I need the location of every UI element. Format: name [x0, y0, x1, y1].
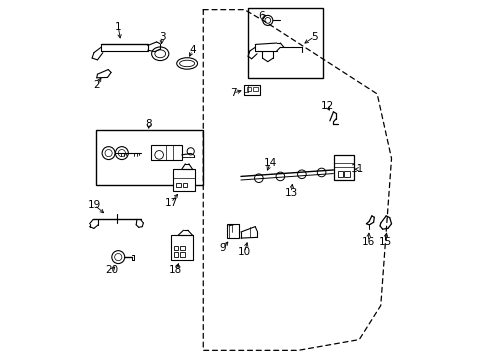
Text: 5: 5: [310, 32, 317, 41]
Bar: [174, 246, 178, 250]
Ellipse shape: [176, 58, 197, 69]
Text: 19: 19: [88, 200, 101, 210]
Text: 1: 1: [115, 22, 122, 32]
Bar: [171, 235, 193, 260]
Bar: [174, 252, 178, 257]
Text: 2: 2: [93, 80, 100, 90]
Bar: [151, 145, 182, 159]
Bar: [246, 87, 251, 91]
Text: 8: 8: [145, 120, 152, 129]
Text: 6: 6: [258, 11, 264, 21]
Text: 16: 16: [361, 237, 374, 247]
Bar: [173, 169, 195, 191]
Bar: [227, 224, 238, 238]
Bar: [180, 246, 184, 250]
Bar: [344, 171, 349, 177]
Ellipse shape: [155, 50, 165, 58]
Text: 17: 17: [164, 198, 177, 208]
Bar: [337, 171, 343, 177]
Text: 3: 3: [159, 32, 165, 41]
Bar: [244, 85, 259, 95]
Ellipse shape: [151, 47, 168, 60]
Bar: [183, 183, 187, 187]
Text: 18: 18: [169, 265, 182, 275]
Ellipse shape: [179, 60, 194, 67]
Bar: [180, 252, 184, 257]
Bar: [96, 130, 203, 185]
Text: 4: 4: [189, 45, 195, 55]
Text: 13: 13: [284, 188, 297, 198]
Text: 15: 15: [378, 237, 391, 247]
Bar: [253, 87, 257, 91]
Text: 9: 9: [219, 243, 226, 253]
Text: 12: 12: [320, 101, 333, 111]
Text: 14: 14: [263, 158, 276, 168]
Text: 10: 10: [238, 247, 250, 257]
Text: 7: 7: [229, 88, 236, 98]
Bar: [247, 8, 323, 78]
Bar: [176, 183, 180, 187]
Bar: [333, 155, 353, 180]
Text: 20: 20: [105, 265, 118, 275]
Text: 11: 11: [350, 164, 364, 174]
